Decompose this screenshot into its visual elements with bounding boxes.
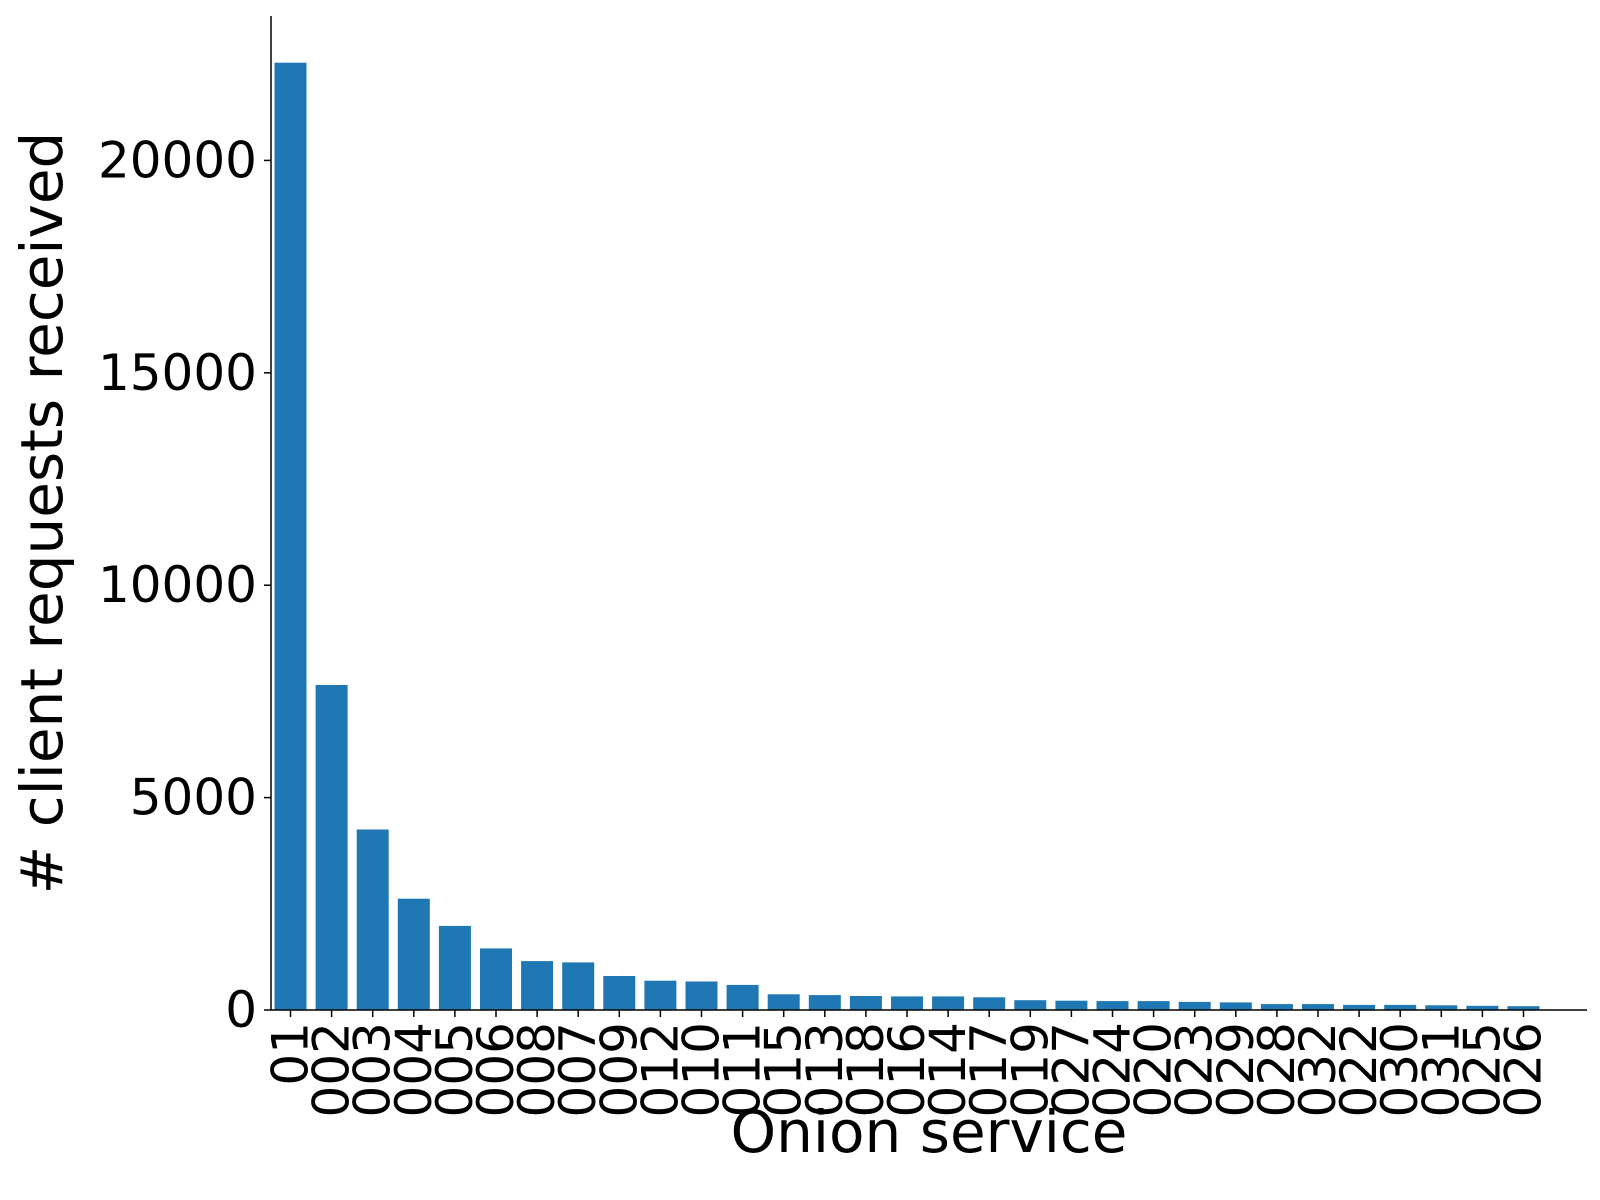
bar-020 [1137, 1001, 1170, 1010]
bar-026 [1507, 1006, 1540, 1010]
x-tick-label: 005 [426, 1022, 484, 1117]
x-tick-label: 013 [796, 1022, 854, 1117]
bar-004 [397, 898, 430, 1010]
bar-01 [274, 62, 307, 1010]
x-tick-label: 024 [1084, 1022, 1142, 1117]
bar-027 [1055, 1000, 1088, 1010]
y-tick-label: 10000 [98, 556, 257, 614]
x-tick-label: 014 [919, 1022, 977, 1117]
y-tick-label: 5000 [130, 769, 257, 827]
bar-003 [356, 829, 389, 1010]
x-tick-label: 01 [262, 1022, 320, 1086]
bar-009 [603, 976, 636, 1010]
bar-023 [1178, 1001, 1211, 1010]
x-tick-label: 026 [1495, 1022, 1553, 1117]
bar-018 [849, 996, 882, 1010]
bar-014 [932, 996, 965, 1010]
bar-008 [521, 961, 554, 1010]
bar-031 [1425, 1005, 1458, 1010]
bar-019 [1014, 1000, 1047, 1010]
x-tick-label: 030 [1371, 1022, 1429, 1117]
x-tick-label: 007 [549, 1022, 607, 1117]
y-axis-label: # client requests received [8, 132, 76, 895]
bar-032 [1302, 1004, 1334, 1010]
bar-029 [1219, 1002, 1252, 1010]
bar-011 [726, 984, 759, 1010]
x-tick-label: 004 [385, 1022, 443, 1117]
x-tick-label: 009 [590, 1022, 648, 1117]
x-tick-label: 019 [1001, 1022, 1059, 1117]
bar-010 [685, 981, 718, 1010]
x-tick-label: 016 [878, 1022, 936, 1117]
bar-030 [1384, 1004, 1417, 1010]
bars-group [274, 62, 1540, 1010]
x-tick-label: 010 [673, 1022, 731, 1117]
x-tick-label: 027 [1042, 1022, 1100, 1117]
bar-013 [808, 995, 841, 1010]
x-tick-label: 008 [508, 1022, 566, 1117]
x-tick-label: 020 [1125, 1022, 1183, 1117]
y-tick-label: 20000 [98, 131, 257, 189]
bar-028 [1260, 1004, 1293, 1010]
bar-005 [438, 925, 471, 1010]
bar-007 [562, 962, 595, 1010]
bar-006 [480, 948, 512, 1010]
x-tick-label: 002 [303, 1022, 361, 1117]
x-tick-label: 029 [1207, 1022, 1265, 1117]
x-tick-label: 022 [1330, 1022, 1388, 1117]
y-ticks-group: 0 5000 10000 15000 20000 [98, 131, 271, 1039]
x-ticks-group: 0100200300400500600800700901201001101501… [262, 1010, 1553, 1117]
bar-017 [973, 997, 1006, 1010]
bar-015 [767, 994, 800, 1010]
x-axis-label: Onion service [731, 1098, 1128, 1166]
bar-002 [315, 685, 348, 1010]
x-tick-label: 025 [1453, 1022, 1511, 1117]
x-tick-label: 032 [1289, 1022, 1347, 1117]
bar-024 [1096, 1001, 1129, 1010]
x-tick-label: 023 [1166, 1022, 1224, 1117]
x-tick-label: 006 [467, 1022, 525, 1117]
bar-016 [891, 996, 923, 1010]
bar-012 [644, 980, 677, 1010]
y-tick-label: 15000 [98, 344, 257, 402]
x-tick-label: 012 [631, 1022, 689, 1117]
x-tick-label: 003 [344, 1022, 402, 1117]
x-tick-label: 028 [1248, 1022, 1306, 1117]
x-tick-label: 031 [1412, 1022, 1470, 1117]
x-tick-label: 015 [755, 1022, 813, 1117]
x-tick-label: 017 [960, 1022, 1018, 1117]
x-tick-label: 018 [837, 1022, 895, 1117]
y-tick-label: 0 [225, 981, 257, 1039]
x-tick-label: 011 [714, 1022, 772, 1117]
bar-022 [1343, 1004, 1376, 1010]
bar-025 [1466, 1005, 1499, 1010]
